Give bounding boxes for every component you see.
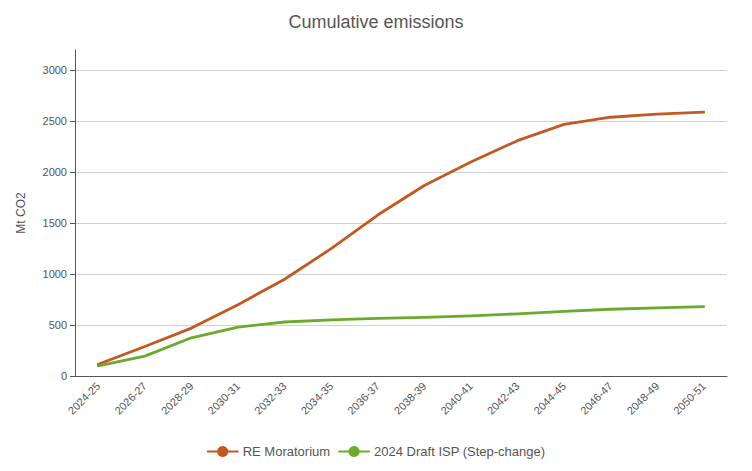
svg-text:2036-37: 2036-37 <box>345 380 382 417</box>
svg-text:2028-29: 2028-29 <box>159 380 196 417</box>
svg-text:RE Moratorium: RE Moratorium <box>243 444 330 459</box>
svg-text:1000: 1000 <box>43 268 67 280</box>
svg-text:2044-45: 2044-45 <box>531 380 568 417</box>
svg-text:2048-49: 2048-49 <box>624 380 661 417</box>
svg-text:Cumulative emissions: Cumulative emissions <box>288 12 463 32</box>
svg-text:2000: 2000 <box>43 166 67 178</box>
svg-text:2024-25: 2024-25 <box>66 380 103 417</box>
svg-text:3000: 3000 <box>43 64 67 76</box>
svg-text:Mt CO2: Mt CO2 <box>14 192 28 234</box>
svg-text:2042-43: 2042-43 <box>485 380 522 417</box>
svg-text:0: 0 <box>61 370 67 382</box>
svg-text:2024 Draft ISP (Step-change): 2024 Draft ISP (Step-change) <box>374 444 545 459</box>
svg-text:2040-41: 2040-41 <box>438 380 475 417</box>
svg-text:2046-47: 2046-47 <box>578 380 615 417</box>
svg-text:2050-51: 2050-51 <box>671 380 708 417</box>
svg-text:2500: 2500 <box>43 115 67 127</box>
svg-text:1500: 1500 <box>43 217 67 229</box>
svg-text:2026-27: 2026-27 <box>112 380 149 417</box>
svg-text:500: 500 <box>49 319 67 331</box>
svg-text:2030-31: 2030-31 <box>205 380 242 417</box>
svg-text:2038-39: 2038-39 <box>392 380 429 417</box>
svg-text:2032-33: 2032-33 <box>252 380 289 417</box>
svg-text:2034-35: 2034-35 <box>298 380 335 417</box>
